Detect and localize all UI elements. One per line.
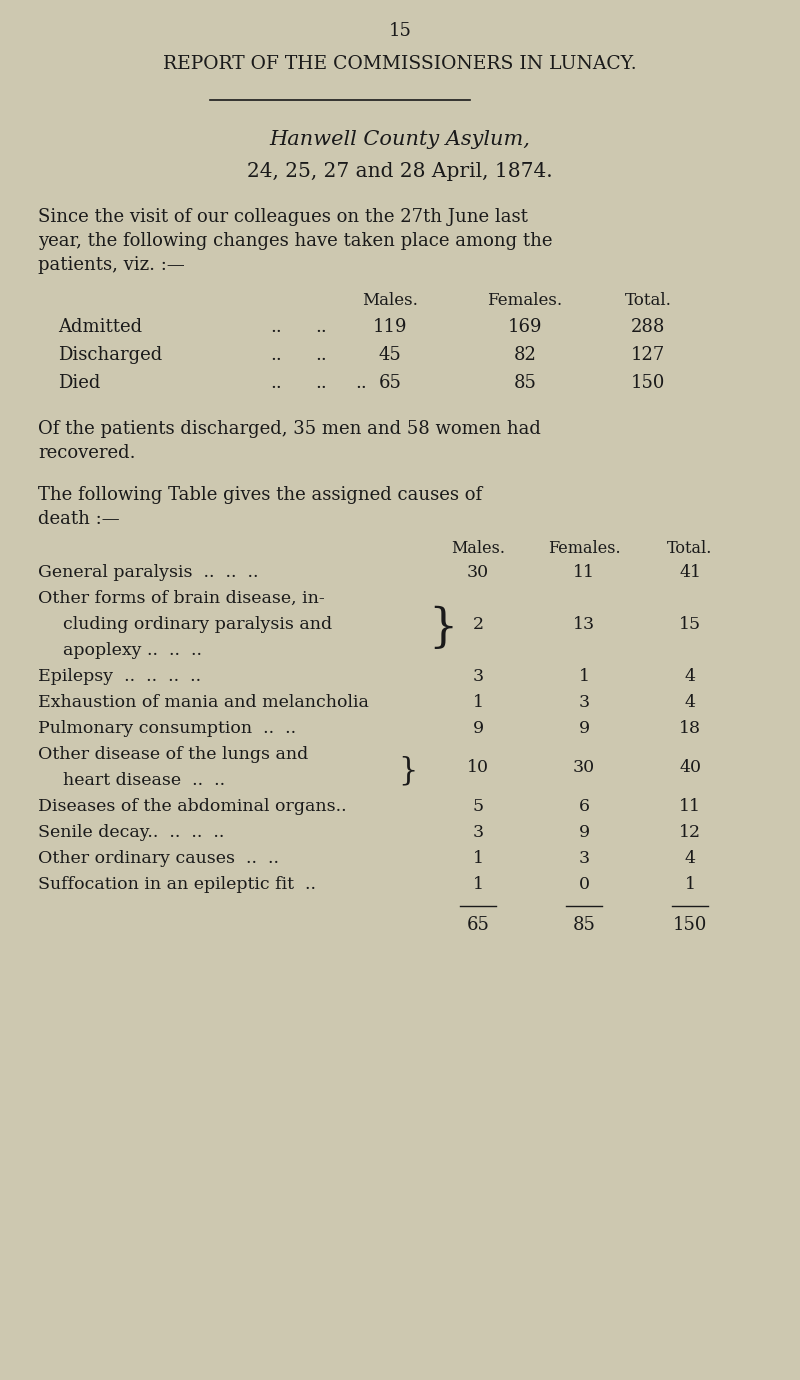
Text: 3: 3 [473,668,483,684]
Text: year, the following changes have taken place among the: year, the following changes have taken p… [38,232,553,250]
Text: 9: 9 [473,720,483,737]
Text: 1: 1 [685,876,695,893]
Text: 85: 85 [573,916,595,934]
Text: Males.: Males. [451,540,505,558]
Text: Suffocation in an epileptic fit  ..: Suffocation in an epileptic fit .. [38,876,316,893]
Text: Hanwell County Asylum,: Hanwell County Asylum, [270,130,530,149]
Text: Admitted: Admitted [58,317,142,335]
Text: }: } [428,606,458,650]
Text: 6: 6 [578,798,590,816]
Text: ..: .. [270,317,282,335]
Text: 4: 4 [685,850,695,867]
Text: 1: 1 [473,876,483,893]
Text: 24, 25, 27 and 28 April, 1874.: 24, 25, 27 and 28 April, 1874. [247,161,553,181]
Text: 65: 65 [466,916,490,934]
Text: 150: 150 [673,916,707,934]
Text: 127: 127 [631,346,665,364]
Text: The following Table gives the assigned causes of: The following Table gives the assigned c… [38,486,482,504]
Text: ..: .. [315,317,326,335]
Text: 82: 82 [514,346,537,364]
Text: 3: 3 [578,694,590,711]
Text: }: } [398,755,418,787]
Text: 41: 41 [679,564,701,581]
Text: 1: 1 [473,850,483,867]
Text: General paralysis  ..  ..  ..: General paralysis .. .. .. [38,564,258,581]
Text: 3: 3 [473,824,483,840]
Text: 40: 40 [679,759,701,776]
Text: 11: 11 [679,798,701,816]
Text: Died: Died [58,374,100,392]
Text: 10: 10 [467,759,489,776]
Text: 0: 0 [578,876,590,893]
Text: 3: 3 [578,850,590,867]
Text: Exhaustion of mania and melancholia: Exhaustion of mania and melancholia [38,694,369,711]
Text: 45: 45 [378,346,402,364]
Text: ..: .. [355,374,366,392]
Text: 4: 4 [685,694,695,711]
Text: Females.: Females. [548,540,620,558]
Text: cluding ordinary paralysis and: cluding ordinary paralysis and [52,615,332,633]
Text: ..: .. [315,374,326,392]
Text: death :—: death :— [38,511,120,529]
Text: 169: 169 [508,317,542,335]
Text: ..: .. [270,346,282,364]
Text: Of the patients discharged, 35 men and 58 women had: Of the patients discharged, 35 men and 5… [38,420,541,437]
Text: REPORT OF THE COMMISSIONERS IN LUNACY.: REPORT OF THE COMMISSIONERS IN LUNACY. [163,55,637,73]
Text: 1: 1 [473,694,483,711]
Text: Total.: Total. [625,293,671,309]
Text: patients, viz. :—: patients, viz. :— [38,257,185,275]
Text: 2: 2 [473,615,483,633]
Text: Other ordinary causes  ..  ..: Other ordinary causes .. .. [38,850,279,867]
Text: Senile decay..  ..  ..  ..: Senile decay.. .. .. .. [38,824,224,840]
Text: ..: .. [315,346,326,364]
Text: 150: 150 [631,374,665,392]
Text: ..: .. [270,374,282,392]
Text: Since the visit of our colleagues on the 27th June last: Since the visit of our colleagues on the… [38,208,528,226]
Text: 119: 119 [373,317,407,335]
Text: 9: 9 [578,720,590,737]
Text: 30: 30 [467,564,489,581]
Text: Other forms of brain disease, in-: Other forms of brain disease, in- [38,591,325,607]
Text: Males.: Males. [362,293,418,309]
Text: Females.: Females. [487,293,562,309]
Text: Total.: Total. [667,540,713,558]
Text: Diseases of the abdominal organs..: Diseases of the abdominal organs.. [38,798,346,816]
Text: Other disease of the lungs and: Other disease of the lungs and [38,747,308,763]
Text: heart disease  ..  ..: heart disease .. .. [52,771,225,789]
Text: 15: 15 [389,22,411,40]
Text: Epilepsy  ..  ..  ..  ..: Epilepsy .. .. .. .. [38,668,201,684]
Text: 11: 11 [573,564,595,581]
Text: 13: 13 [573,615,595,633]
Text: 4: 4 [685,668,695,684]
Text: 30: 30 [573,759,595,776]
Text: 5: 5 [473,798,483,816]
Text: recovered.: recovered. [38,444,135,462]
Text: 1: 1 [578,668,590,684]
Text: 15: 15 [679,615,701,633]
Text: 85: 85 [514,374,537,392]
Text: 9: 9 [578,824,590,840]
Text: Pulmonary consumption  ..  ..: Pulmonary consumption .. .. [38,720,296,737]
Text: 288: 288 [631,317,665,335]
Text: Discharged: Discharged [58,346,162,364]
Text: 12: 12 [679,824,701,840]
Text: 65: 65 [378,374,402,392]
Text: 18: 18 [679,720,701,737]
Text: apoplexy ..  ..  ..: apoplexy .. .. .. [52,642,202,660]
